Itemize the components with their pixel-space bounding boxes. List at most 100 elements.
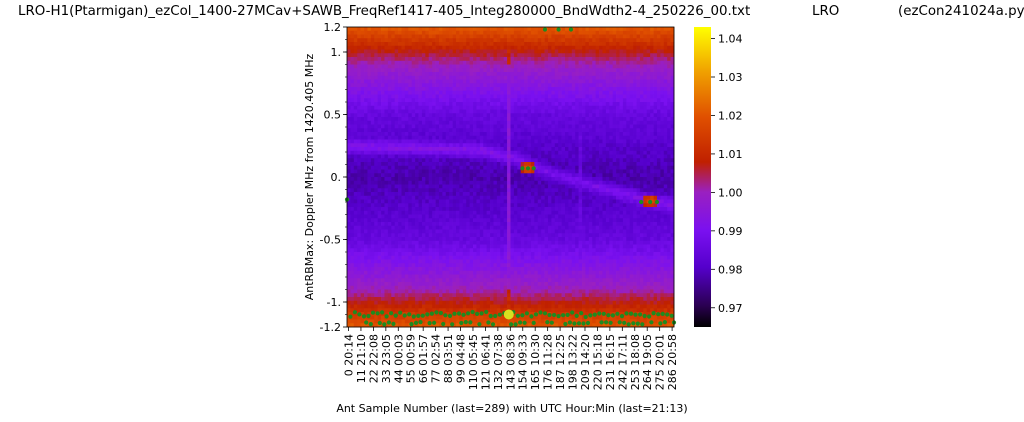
heatmap-cell — [370, 203, 375, 208]
heatmap-cell — [347, 83, 351, 88]
heatmap-cell — [452, 60, 457, 65]
heatmap-cell — [432, 60, 436, 65]
heatmap-cell — [503, 75, 508, 80]
heatmap-cell — [411, 68, 416, 73]
heatmap-cell — [496, 165, 501, 170]
heatmap-cell — [524, 248, 528, 253]
heatmap-cell — [391, 49, 396, 54]
heatmap-cell — [493, 252, 498, 257]
heatmap-cell — [364, 102, 368, 107]
heatmap-cell — [544, 45, 549, 50]
heatmap-cell — [547, 158, 552, 163]
heatmap-cell — [547, 79, 552, 84]
heatmap-cell — [476, 270, 481, 275]
heatmap-cell — [534, 139, 539, 144]
heatmap-cell — [469, 285, 474, 290]
heatmap-cell — [466, 143, 470, 148]
heatmap-cell — [353, 233, 358, 238]
heatmap-cell — [374, 229, 379, 234]
heatmap-cell — [513, 177, 518, 182]
heatmap-cell — [500, 105, 505, 110]
heatmap-cell — [534, 117, 539, 122]
heatmap-cell — [401, 255, 406, 260]
heatmap-cell — [469, 154, 474, 159]
heatmap-cell — [364, 188, 368, 193]
heatmap-cell — [486, 60, 491, 65]
heatmap-cell — [418, 83, 423, 88]
heatmap-cell — [486, 30, 491, 35]
heatmap-cell — [466, 79, 470, 84]
heatmap-cell — [500, 180, 505, 185]
heatmap-cell — [398, 150, 402, 155]
heatmap-cell — [391, 42, 396, 47]
heatmap-cell — [527, 192, 532, 197]
heatmap-cell — [527, 282, 532, 287]
heatmap-cell — [367, 267, 372, 272]
heatmap-cell — [537, 188, 542, 193]
heatmap-cell — [353, 319, 358, 324]
heatmap-cell — [459, 34, 464, 39]
heatmap-cell — [442, 214, 447, 219]
heatmap-cell — [411, 237, 416, 242]
heatmap-cell — [490, 240, 494, 245]
heatmap-cell — [435, 207, 440, 212]
heatmap-cell — [459, 297, 464, 302]
heatmap-cell — [350, 87, 355, 92]
heatmap-cell — [364, 218, 368, 223]
heatmap-cell — [418, 117, 423, 122]
heatmap-cell — [360, 225, 365, 230]
heatmap-cell — [558, 150, 562, 155]
heatmap-cell — [551, 42, 556, 47]
heatmap-cell — [442, 199, 447, 204]
heatmap-cell — [517, 102, 522, 107]
heatmap-cell — [428, 252, 433, 257]
heatmap-cell — [411, 177, 416, 182]
heatmap-cell — [357, 75, 361, 80]
heatmap-cell — [466, 297, 470, 302]
heatmap-cell — [452, 300, 457, 305]
heatmap-cell — [510, 120, 515, 125]
heatmap-cell — [503, 124, 508, 129]
heatmap-cell — [350, 285, 355, 290]
heatmap-cell — [370, 113, 375, 118]
heatmap-cell — [428, 113, 433, 118]
heatmap-cell — [469, 139, 474, 144]
heatmap-cell — [347, 184, 351, 189]
heatmap-cell — [384, 229, 389, 234]
heatmap-cell — [353, 240, 358, 245]
heatmap-cell — [476, 252, 481, 257]
heatmap-cell — [353, 177, 358, 182]
heatmap-cell — [452, 173, 457, 178]
heatmap-cell — [486, 120, 491, 125]
heatmap-cell — [503, 195, 508, 200]
heatmap-cell — [391, 94, 396, 99]
heatmap-cell — [442, 64, 447, 69]
heatmap-cell — [377, 308, 382, 313]
heatmap-cell — [364, 255, 368, 260]
heatmap-cell — [452, 105, 457, 110]
heatmap-cell — [510, 263, 515, 268]
heatmap-cell — [520, 225, 525, 230]
heatmap-cell — [544, 207, 549, 212]
heatmap-cell — [459, 192, 464, 197]
heatmap-cell — [387, 83, 392, 88]
heatmap-cell — [438, 293, 443, 298]
heatmap-cell — [418, 252, 423, 257]
heatmap-cell — [367, 278, 372, 283]
heatmap-cell — [483, 147, 488, 152]
heatmap-cell — [384, 233, 389, 238]
heatmap-cell — [490, 184, 494, 189]
heatmap-cell — [452, 263, 457, 268]
heatmap-cell — [517, 42, 522, 47]
heatmap-cell — [449, 72, 453, 77]
heatmap-cell — [364, 158, 368, 163]
heatmap-cell — [456, 72, 460, 77]
heatmap-cell — [517, 248, 522, 253]
heatmap-cell — [496, 207, 501, 212]
heatmap-cell — [537, 229, 542, 234]
heatmap-cell — [462, 244, 467, 249]
heatmap-cell — [401, 72, 406, 77]
heatmap-cell — [520, 60, 525, 65]
heatmap-cell — [384, 105, 389, 110]
heatmap-cell — [421, 139, 426, 144]
